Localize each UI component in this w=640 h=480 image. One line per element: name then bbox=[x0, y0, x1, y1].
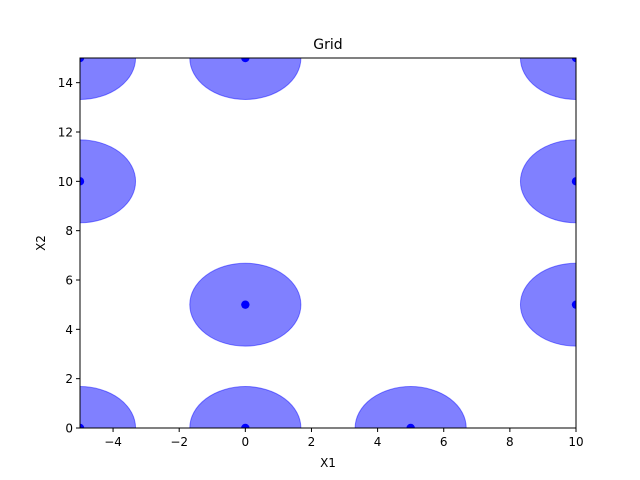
data-point bbox=[80, 177, 85, 186]
data-point bbox=[571, 300, 576, 309]
x-tick-label: 0 bbox=[242, 435, 250, 449]
data-point bbox=[571, 58, 576, 63]
x-tick-label: 2 bbox=[308, 435, 316, 449]
plot-area bbox=[80, 58, 576, 428]
y-tick-label: 12 bbox=[58, 126, 73, 140]
y-tick-label: 2 bbox=[65, 372, 73, 386]
y-tick-label: 4 bbox=[65, 323, 73, 337]
data-point bbox=[80, 423, 85, 428]
x-tick-label: 8 bbox=[506, 435, 514, 449]
plot-frame bbox=[79, 57, 577, 429]
y-tick-label: 10 bbox=[58, 175, 73, 189]
y-tick-label: 6 bbox=[65, 274, 73, 288]
x-tick-label: −4 bbox=[104, 435, 122, 449]
data-points bbox=[80, 58, 576, 428]
x-tick-label: 4 bbox=[374, 435, 382, 449]
data-point bbox=[241, 423, 250, 428]
data-point bbox=[241, 58, 250, 63]
coverage-circle bbox=[80, 58, 137, 100]
y-tick-label: 0 bbox=[65, 422, 73, 436]
chart-title: Grid bbox=[313, 37, 342, 53]
y-tick-label: 8 bbox=[65, 224, 73, 238]
x-tick-label: 10 bbox=[568, 435, 583, 449]
data-point bbox=[571, 177, 576, 186]
y-tick-label: 14 bbox=[58, 76, 73, 90]
y-axis-ticks: 0 2 4 6 8 10 12 14 bbox=[58, 76, 80, 436]
data-point bbox=[406, 423, 415, 428]
y-axis-label: X2 bbox=[34, 235, 48, 251]
coverage-circle bbox=[80, 139, 137, 224]
x-tick-label: −2 bbox=[170, 435, 188, 449]
data-point bbox=[241, 300, 250, 309]
coverage-circle bbox=[189, 58, 302, 100]
data-point bbox=[80, 58, 85, 63]
x-axis-ticks: −4 −2 0 2 4 6 8 10 bbox=[104, 428, 584, 449]
x-axis-label: X1 bbox=[320, 456, 336, 470]
x-tick-label: 6 bbox=[440, 435, 448, 449]
